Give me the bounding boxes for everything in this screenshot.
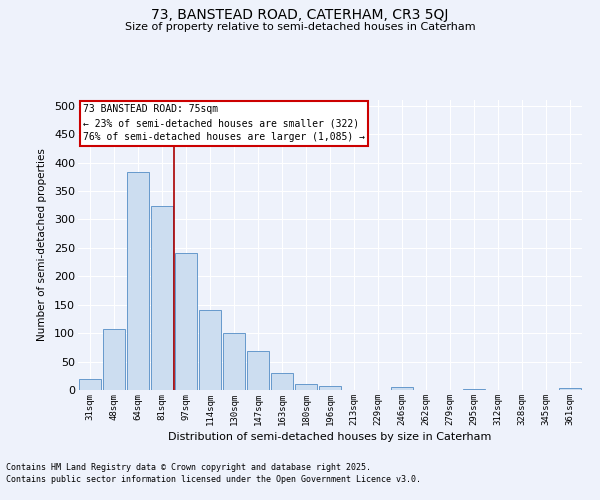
Bar [199, 310, 221, 390]
Bar [271, 373, 293, 390]
Text: 73, BANSTEAD ROAD, CATERHAM, CR3 5QJ: 73, BANSTEAD ROAD, CATERHAM, CR3 5QJ [151, 8, 449, 22]
Bar [391, 386, 413, 390]
Bar [247, 352, 269, 390]
Bar [127, 172, 149, 390]
X-axis label: Distribution of semi-detached houses by size in Caterham: Distribution of semi-detached houses by … [169, 432, 491, 442]
Text: Contains HM Land Registry data © Crown copyright and database right 2025.: Contains HM Land Registry data © Crown c… [6, 464, 371, 472]
Text: 73 BANSTEAD ROAD: 75sqm
← 23% of semi-detached houses are smaller (322)
76% of s: 73 BANSTEAD ROAD: 75sqm ← 23% of semi-de… [83, 104, 365, 142]
Bar [103, 328, 125, 390]
Bar [223, 333, 245, 390]
Bar [463, 389, 485, 390]
Bar [151, 206, 173, 390]
Text: Size of property relative to semi-detached houses in Caterham: Size of property relative to semi-detach… [125, 22, 475, 32]
Bar [559, 388, 581, 390]
Text: Contains public sector information licensed under the Open Government Licence v3: Contains public sector information licen… [6, 475, 421, 484]
Bar [79, 378, 101, 390]
Bar [175, 253, 197, 390]
Bar [319, 386, 341, 390]
Y-axis label: Number of semi-detached properties: Number of semi-detached properties [37, 148, 47, 342]
Bar [295, 384, 317, 390]
